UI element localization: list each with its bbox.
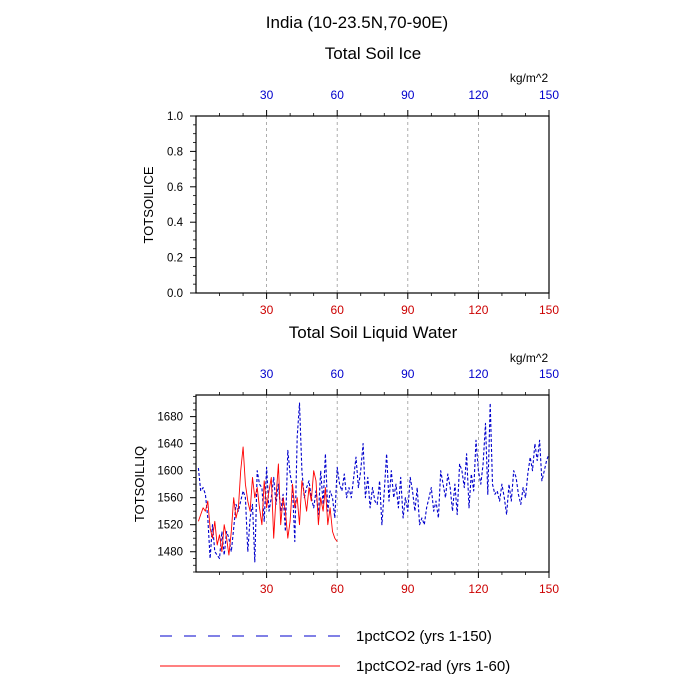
x-tick-label-top: 90: [401, 88, 415, 102]
figure-title: India (10-23.5N,70-90E): [266, 13, 448, 32]
legend: 1pctCO2 (yrs 1-150) 1pctCO2-rad (yrs 1-6…: [160, 628, 510, 675]
x-tick-label-bottom: 90: [401, 582, 415, 596]
y-tick-label: 0.2: [167, 253, 183, 265]
y-tick-label: 1520: [157, 520, 183, 532]
y-tick-label: 1600: [157, 466, 183, 478]
x-tick-label-top: 90: [401, 367, 415, 381]
x-tick-label-top: 30: [260, 367, 274, 381]
x-tick-label-bottom: 60: [331, 303, 345, 317]
x-tick-label-top: 60: [331, 367, 345, 381]
x-tick-label-top: 120: [468, 367, 488, 381]
legend-label-1pctco2: 1pctCO2 (yrs 1-150): [356, 628, 492, 645]
legend-label-1pctco2-rad: 1pctCO2-rad (yrs 1-60): [356, 658, 510, 675]
x-tick-label-bottom: 150: [539, 303, 559, 317]
x-tick-label-bottom: 60: [331, 582, 345, 596]
x-tick-label-bottom: 90: [401, 303, 415, 317]
y-tick-label: 1.0: [167, 111, 183, 123]
y-tick-label: 1680: [157, 412, 183, 424]
y-tick-label: 0.0: [167, 288, 183, 300]
y-tick-label: 0.6: [167, 182, 183, 194]
x-tick-label-top: 120: [468, 88, 488, 102]
y-tick-label: 1640: [157, 439, 183, 451]
panel-title: Total Soil Ice: [325, 44, 421, 63]
x-tick-label-bottom: 30: [260, 303, 274, 317]
y-axis-label: TOTSOILICE: [141, 166, 156, 243]
y-tick-label: 0.4: [167, 217, 184, 229]
x-tick-label-top: 150: [539, 367, 559, 381]
ticks: 30 30 60 60 90 90 120 120 150 150 0.0 0.2 0.4 0.6 0.8 1…: [167, 88, 559, 317]
y-tick-label: 1480: [157, 547, 183, 559]
grid: [266, 116, 479, 293]
x-tick-label-bottom: 30: [260, 582, 274, 596]
x-tick-label-bottom: 120: [468, 582, 488, 596]
plot-frame: [195, 115, 550, 294]
y-axis-label: TOTSOILLIQ: [132, 446, 147, 522]
x-tick-label-bottom: 150: [539, 582, 559, 596]
series-line-1pctco2: [197, 402, 550, 563]
series-line-1pctco2-rad: [197, 446, 338, 556]
y-tick-label: 0.8: [167, 146, 183, 158]
ticks: 30 30 60 60 90 90 120 120 150 150 1480 1520 1560 1600…: [157, 367, 559, 596]
y-tick-label: 1560: [157, 493, 183, 505]
panel-title: Total Soil Liquid Water: [289, 323, 458, 342]
units-label: kg/m^2: [510, 351, 549, 365]
x-tick-label-bottom: 120: [468, 303, 488, 317]
soil-liquid-panel: Total Soil Liquid Water kg/m^2 TOTSOILLI…: [132, 323, 559, 596]
units-label: kg/m^2: [510, 71, 549, 85]
x-tick-label-top: 60: [331, 88, 345, 102]
soil-ice-panel: Total Soil Ice kg/m^2 TOTSOILICE 30 30 60 6…: [141, 44, 559, 317]
x-tick-label-top: 150: [539, 88, 559, 102]
plot-frame: [195, 394, 550, 573]
x-tick-label-top: 30: [260, 88, 274, 102]
series-layer: [197, 402, 550, 563]
